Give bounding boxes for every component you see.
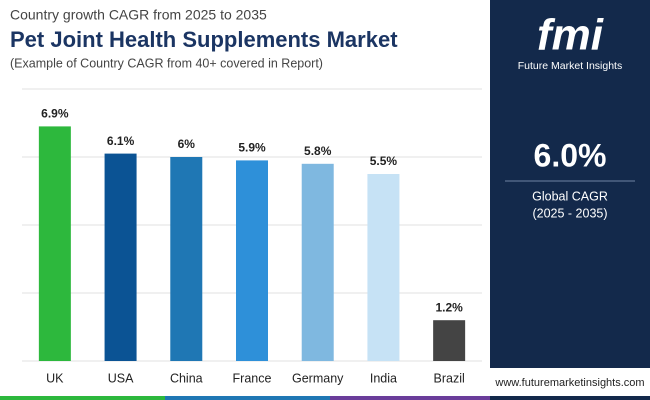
data-label: 6.1%: [107, 134, 135, 148]
bar: [104, 153, 137, 361]
data-label: 6%: [178, 137, 196, 151]
bar: [38, 126, 71, 362]
data-label: 5.9%: [238, 141, 266, 155]
x-tick-label: China: [170, 371, 203, 385]
bar: [301, 163, 334, 361]
highlight-label: Global CAGR: [532, 189, 608, 203]
data-label: 1.2%: [435, 300, 463, 314]
stripe: [0, 396, 165, 400]
x-tick-label: UK: [46, 371, 64, 385]
x-tick-label: India: [370, 371, 397, 385]
x-tick-label: USA: [108, 371, 134, 385]
highlight-period: (2025 - 2035): [532, 206, 607, 220]
x-tick-label: Germany: [292, 371, 344, 385]
chart-kicker: Country growth CAGR from 2025 to 2035: [10, 7, 267, 23]
bar: [170, 157, 203, 361]
website: www.futuremarketinsights.com: [494, 377, 644, 389]
data-label: 6.9%: [41, 107, 69, 121]
chart-title: Pet Joint Health Supplements Market: [10, 27, 398, 52]
highlight-value: 6.0%: [534, 137, 607, 173]
side-panel: [490, 0, 650, 368]
logo: fmi: [537, 11, 604, 60]
x-tick-label: France: [233, 371, 272, 385]
stripe: [490, 396, 650, 400]
chart-subtitle: (Example of Country CAGR from 40+ covere…: [10, 56, 323, 70]
x-tick-label: Brazil: [434, 371, 465, 385]
data-label: 5.8%: [304, 144, 332, 158]
stripe: [165, 396, 330, 400]
bar: [236, 160, 268, 361]
data-label: 5.5%: [370, 154, 398, 168]
stripe: [330, 396, 490, 400]
bar: [433, 320, 466, 361]
brand: Future Market Insights: [518, 60, 622, 72]
bar: [367, 174, 400, 361]
